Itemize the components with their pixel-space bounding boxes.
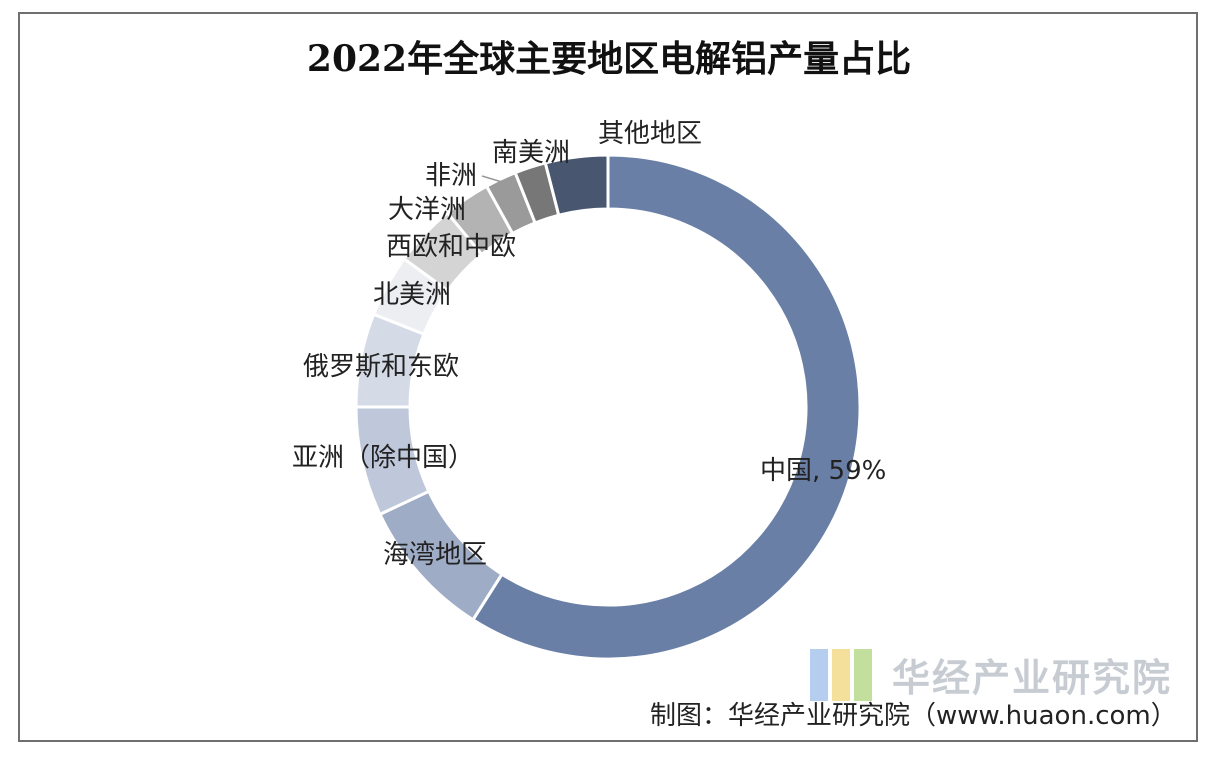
donut-slice <box>543 153 610 218</box>
logo-bar <box>810 649 828 701</box>
chart-title: 2022年全球主要地区电解铝产量占比 <box>306 38 912 80</box>
watermark: 华经产业研究院 <box>810 645 1180 705</box>
leader-line <box>481 175 503 183</box>
slice-label: 西欧和中欧 <box>386 232 516 262</box>
slice-label: 大洋洲 <box>388 195 466 225</box>
slice-label: 亚洲（除中国） <box>292 443 474 473</box>
slice-label: 俄罗斯和东欧 <box>303 352 459 382</box>
slice-label: 北美洲 <box>373 280 451 310</box>
watermark-text: 华经产业研究院 <box>892 656 1173 700</box>
slice-label: 南美洲 <box>492 138 570 168</box>
slice-label: 海湾地区 <box>383 540 487 570</box>
slice-label: 中国, 59% <box>760 456 886 486</box>
slice-label: 非洲 <box>425 161 477 191</box>
watermark-logo-icon <box>810 645 876 703</box>
logo-bar <box>854 649 872 701</box>
donut-slice <box>470 153 862 661</box>
source-note: 制图：华经产业研究院（www.huaon.com） <box>650 701 1177 731</box>
slice-label: 其他地区 <box>598 119 702 149</box>
logo-bar <box>832 649 850 701</box>
